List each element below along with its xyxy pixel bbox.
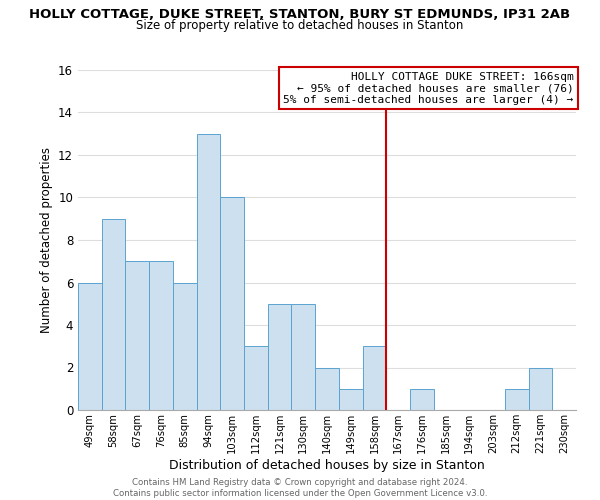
Text: Contains HM Land Registry data © Crown copyright and database right 2024.
Contai: Contains HM Land Registry data © Crown c… (113, 478, 487, 498)
Bar (102, 219, 125, 410)
Bar (529, 368, 552, 410)
Bar (410, 389, 434, 410)
Bar (268, 304, 292, 410)
Text: Size of property relative to detached houses in Stanton: Size of property relative to detached ho… (136, 18, 464, 32)
Bar (505, 389, 529, 410)
X-axis label: Distribution of detached houses by size in Stanton: Distribution of detached houses by size … (169, 458, 485, 471)
Bar (78, 282, 102, 410)
Bar (315, 368, 339, 410)
Bar (244, 346, 268, 410)
Bar (339, 389, 362, 410)
Bar (220, 198, 244, 410)
Bar (125, 261, 149, 410)
Text: HOLLY COTTAGE DUKE STREET: 166sqm
← 95% of detached houses are smaller (76)
5% o: HOLLY COTTAGE DUKE STREET: 166sqm ← 95% … (283, 72, 574, 105)
Bar (292, 304, 315, 410)
Text: HOLLY COTTAGE, DUKE STREET, STANTON, BURY ST EDMUNDS, IP31 2AB: HOLLY COTTAGE, DUKE STREET, STANTON, BUR… (29, 8, 571, 20)
Y-axis label: Number of detached properties: Number of detached properties (40, 147, 53, 333)
Bar (173, 282, 197, 410)
Bar (149, 261, 173, 410)
Bar (362, 346, 386, 410)
Bar (197, 134, 220, 410)
